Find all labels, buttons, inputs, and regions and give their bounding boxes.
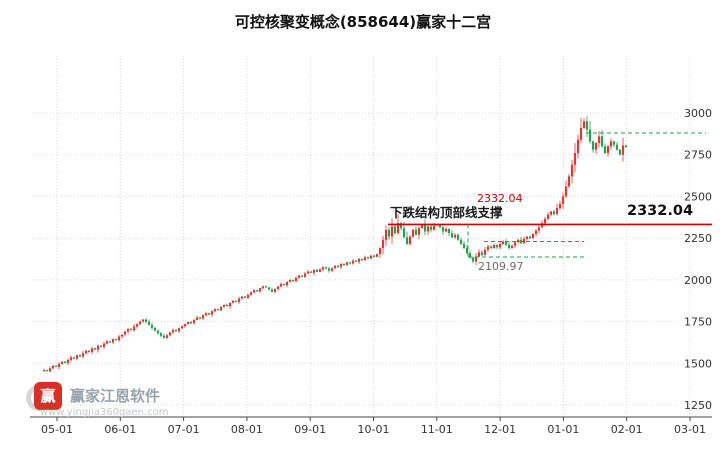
resistance-level-label: 2332.04 — [477, 192, 523, 205]
svg-text:05-01: 05-01 — [41, 423, 73, 436]
svg-text:08-01: 08-01 — [231, 423, 263, 436]
svg-text:03-01: 03-01 — [674, 423, 706, 436]
breakdown-low-label: 2109.97 — [478, 260, 524, 273]
svg-text:06-01: 06-01 — [104, 423, 136, 436]
svg-text:12-01: 12-01 — [484, 423, 516, 436]
support-structure-annotation: 下跌结构顶部线支撑 — [390, 205, 503, 220]
brand-name: 赢家江恩软件 — [70, 387, 161, 405]
svg-text:02-01: 02-01 — [611, 423, 643, 436]
svg-text:3000: 3000 — [684, 107, 712, 120]
svg-text:2000: 2000 — [684, 274, 712, 287]
svg-text:11-01: 11-01 — [421, 423, 453, 436]
svg-text:01-01: 01-01 — [547, 423, 579, 436]
svg-text:07-01: 07-01 — [168, 423, 200, 436]
chart-title: 可控核聚变概念(858644)赢家十二宫 — [234, 13, 492, 31]
svg-text:2500: 2500 — [684, 190, 712, 203]
svg-text:1750: 1750 — [684, 316, 712, 329]
svg-text:09-01: 09-01 — [294, 423, 326, 436]
svg-text:1250: 1250 — [684, 399, 712, 412]
brand-logo-icon: 赢 — [34, 382, 62, 410]
brand-url: www.yingjia360gaen.com — [40, 407, 169, 418]
resistance-price-bold-label: 2332.04 — [627, 203, 694, 219]
svg-text:10-01: 10-01 — [358, 423, 390, 436]
svg-text:2750: 2750 — [684, 149, 712, 162]
watermark: 赢 赢家江恩软件 www.yingjia360gaen.com — [26, 381, 248, 421]
svg-text:2250: 2250 — [684, 232, 712, 245]
svg-text:1500: 1500 — [684, 357, 712, 370]
